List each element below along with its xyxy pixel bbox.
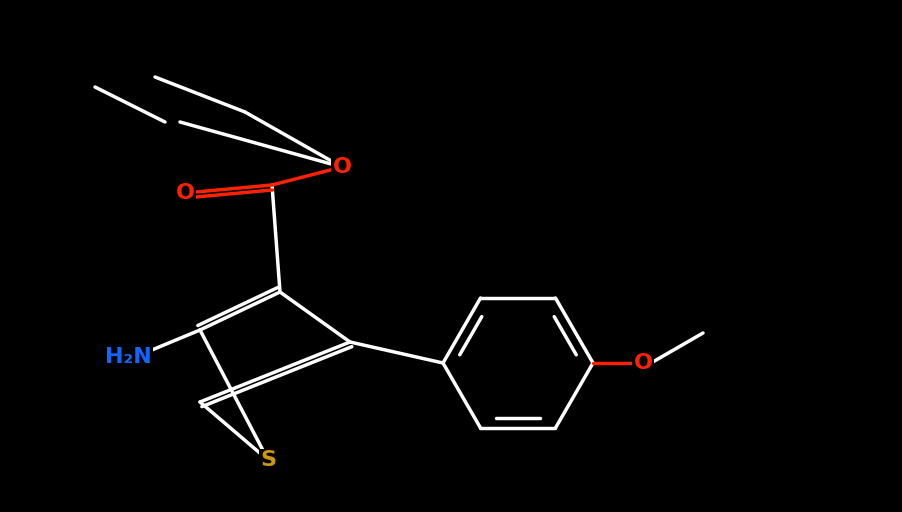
Text: O: O [332,157,351,177]
Text: H₂N: H₂N [105,347,152,367]
Text: O: O [633,353,652,373]
Text: S: S [260,450,276,470]
Text: O: O [175,183,194,203]
